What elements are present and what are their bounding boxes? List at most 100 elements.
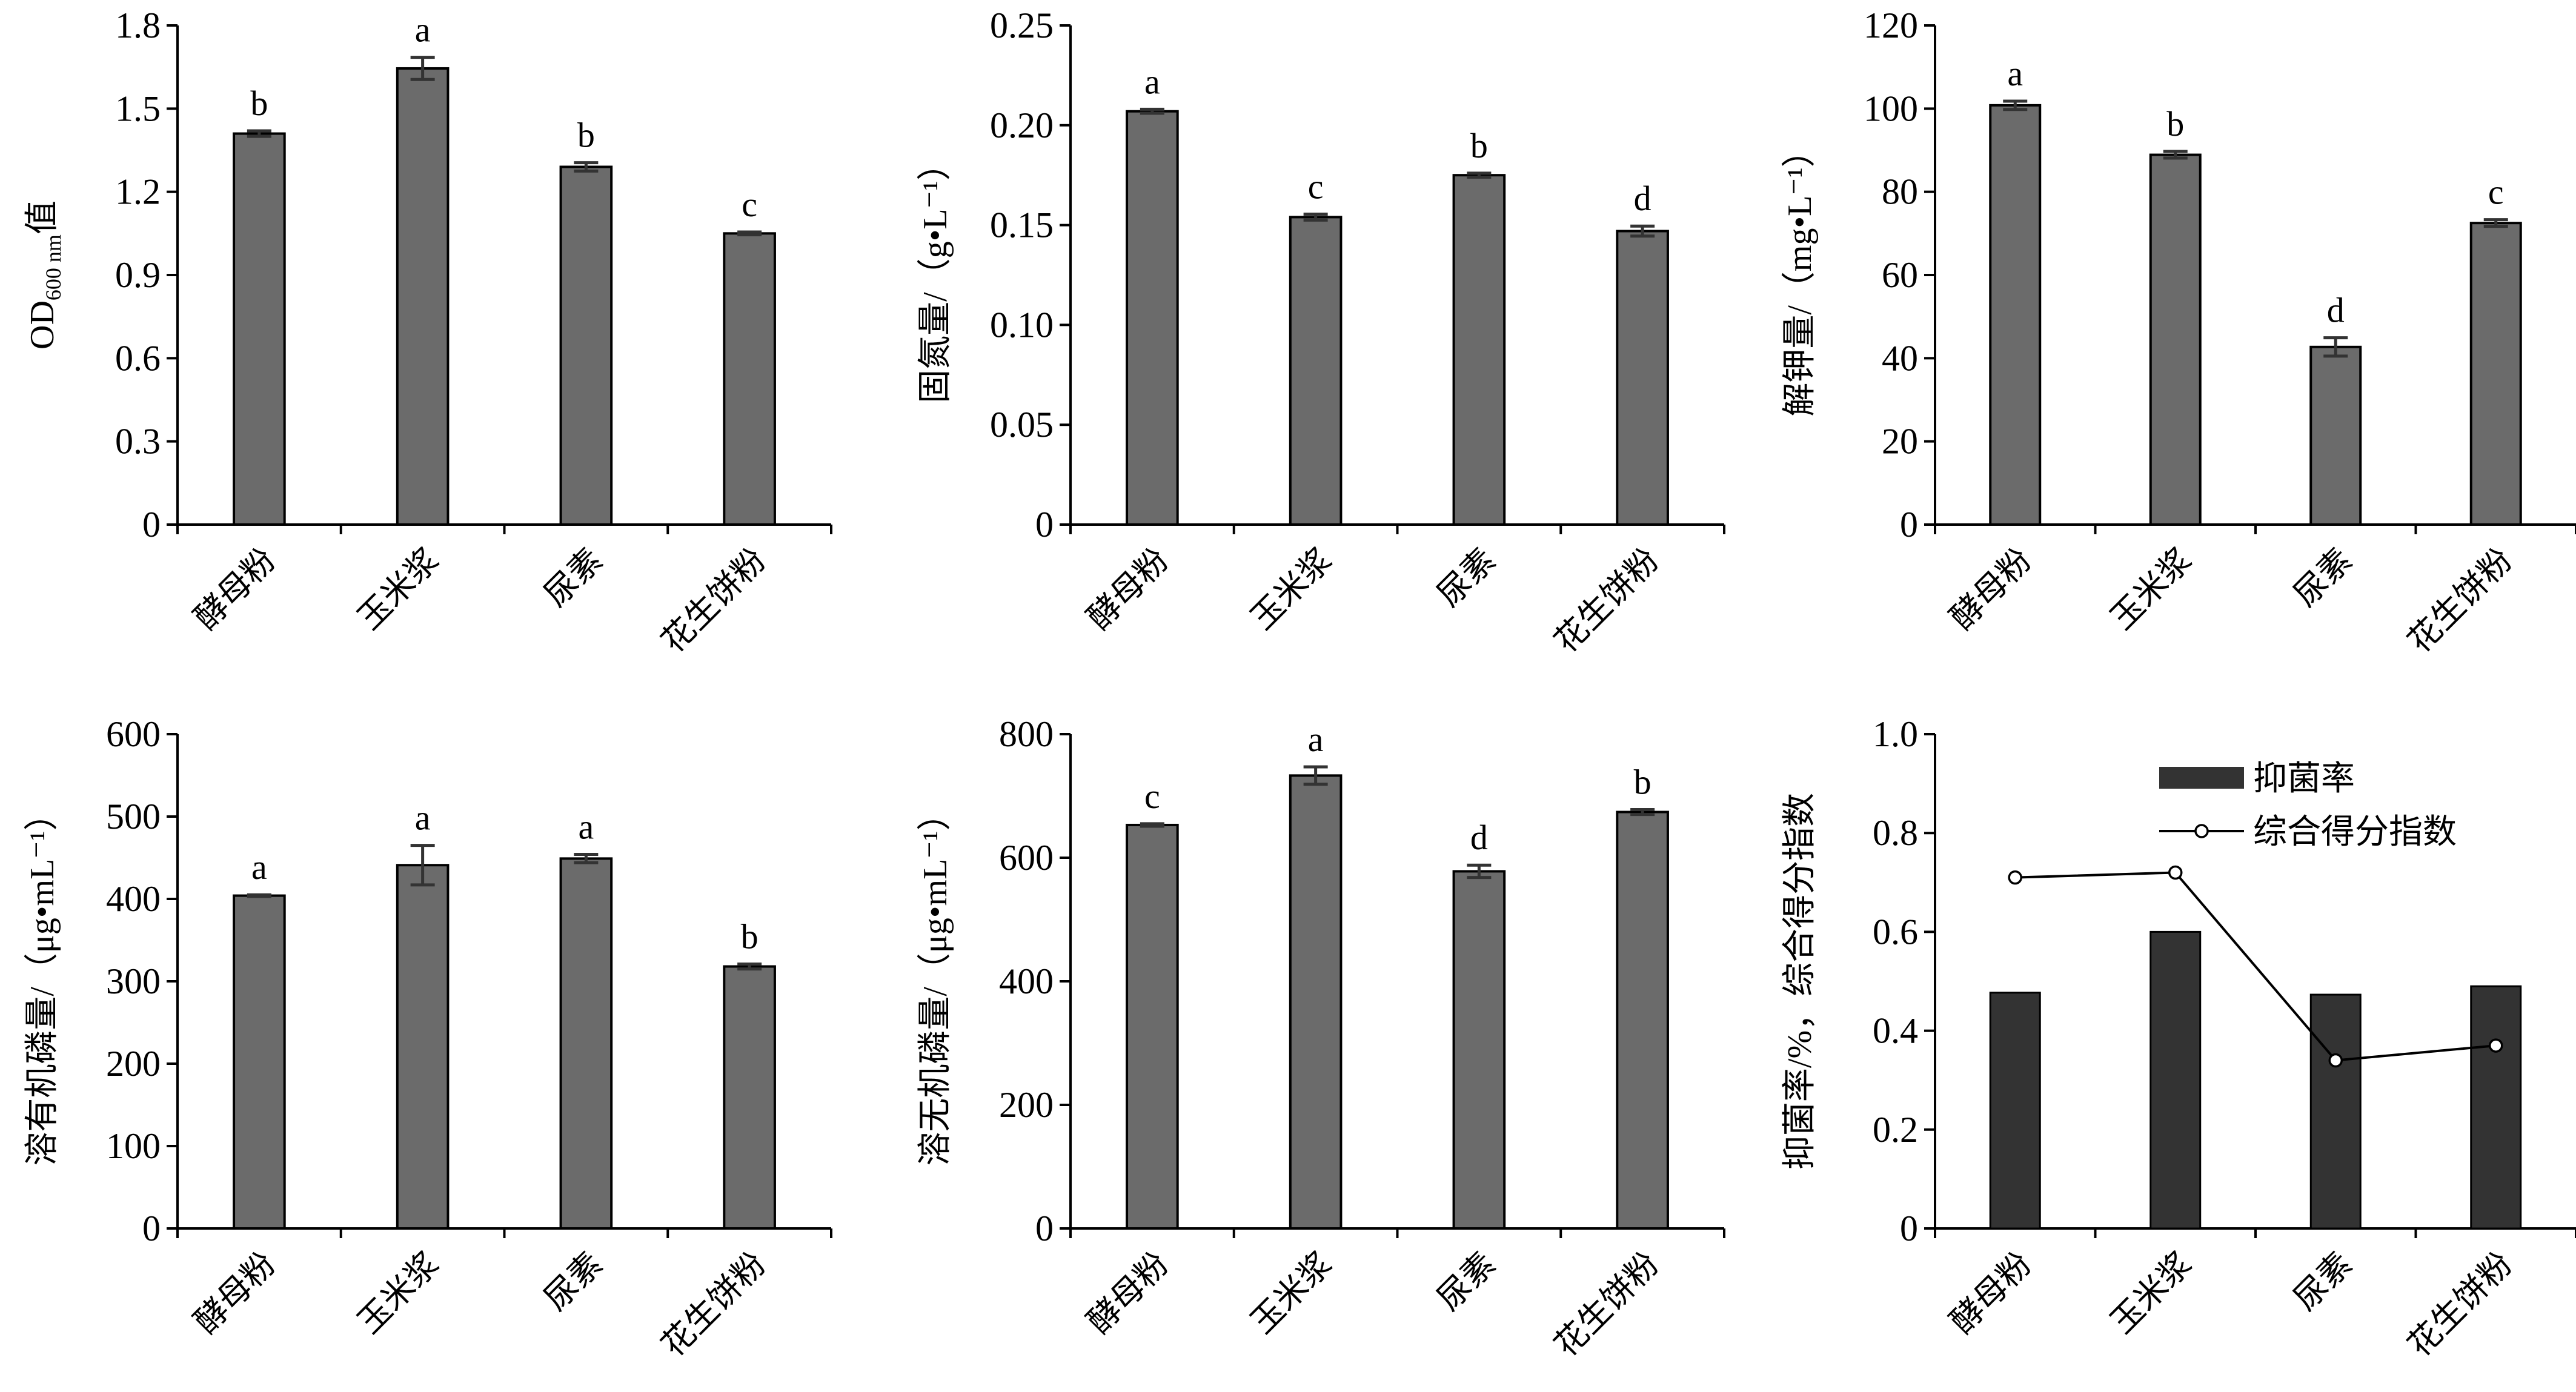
y-tick-label: 0 — [142, 1208, 161, 1248]
y-tick-label: 100 — [106, 1126, 161, 1166]
y-tick-label: 1.2 — [115, 172, 161, 212]
y-tick-label: 400 — [999, 961, 1054, 1001]
significance-letter: d — [1634, 179, 1651, 218]
bar — [1289, 216, 1343, 526]
significance-letter: b — [1634, 762, 1651, 801]
y-axis-title-main: OD — [24, 300, 61, 350]
category-label: 尿素 — [2287, 1245, 2359, 1317]
bar — [559, 165, 613, 526]
y-tick-label: 1.8 — [115, 5, 161, 45]
y-tick-label: 800 — [999, 714, 1054, 754]
y-tick-label: 400 — [106, 879, 161, 919]
category-label: 花生饼粉 — [654, 542, 772, 660]
y-tick-label: 1.0 — [1873, 714, 1918, 754]
y-tick-label: 20 — [1882, 422, 1918, 462]
y-tick-label: 0.2 — [1873, 1110, 1918, 1150]
y-tick-label: 0.6 — [115, 338, 161, 378]
y-tick-label: 0.20 — [990, 105, 1054, 145]
y-axis-title: 溶有机磷量/（μg•mL⁻¹） — [24, 797, 61, 1165]
category-label: 尿素 — [537, 1245, 609, 1317]
category-label: 花生饼粉 — [1547, 1245, 1665, 1364]
bar — [1452, 174, 1506, 526]
chart-panel-organic-phosphorus: 0 100 200 300 400 500 600 酵母粉 玉米浆 尿素 花生饼粉 溶有机磷量/（μg… — [24, 714, 832, 1364]
significance-letter: c — [1144, 777, 1160, 816]
category-label: 玉米浆 — [2103, 542, 2199, 637]
chart-panel-od600: 0 0.3 0.6 0.9 1.2 1.5 1.8 酵母粉 玉米浆 尿素 花生饼粉 OD600 nm值… — [24, 5, 832, 660]
significance-letter: c — [1308, 167, 1324, 206]
significance-letter: b — [2166, 104, 2184, 144]
significance-letter: c — [2488, 173, 2504, 212]
category-label: 玉米浆 — [2103, 1245, 2199, 1341]
y-tick-label: 0 — [1035, 505, 1054, 545]
bar — [1616, 810, 1669, 1230]
y-tick-label: 0 — [1900, 505, 1918, 545]
y-tick-label: 0.9 — [115, 255, 161, 295]
chart-panel-inhibition-score: 0 0.2 0.4 0.6 0.8 1.0 酵母粉 玉米浆 尿素 花生饼粉 抑菌率/%，综合得分指数… — [1781, 714, 2576, 1364]
category-label: 酵母粉 — [1944, 542, 2039, 637]
y-tick-label: 120 — [1864, 5, 1918, 45]
legend-marker-open-circle — [2194, 824, 2209, 838]
bar — [2309, 345, 2362, 526]
y-axis-title: OD600 nm值 — [24, 201, 65, 350]
category-label: 尿素 — [2287, 542, 2359, 614]
bar — [559, 857, 613, 1230]
category-label: 花生饼粉 — [2401, 1245, 2519, 1364]
y-tick-label: 0 — [1900, 1208, 1918, 1248]
bar — [1989, 104, 2042, 526]
category-label: 花生饼粉 — [654, 1245, 772, 1364]
y-tick-label: 0.25 — [990, 5, 1054, 45]
bar — [1289, 774, 1343, 1230]
point-composite-score — [2168, 865, 2183, 880]
category-label: 尿素 — [1430, 1245, 1502, 1317]
significance-letter: a — [1144, 62, 1160, 101]
legend-label-inhibition-rate: 抑菌率 — [2253, 760, 2355, 798]
category-label: 酵母粉 — [1080, 1245, 1175, 1341]
category-label: 酵母粉 — [187, 542, 282, 637]
category-label: 花生饼粉 — [1547, 542, 1665, 660]
bar — [396, 864, 450, 1230]
category-label: 玉米浆 — [351, 1245, 446, 1341]
y-tick-label: 0 — [142, 505, 161, 545]
bar — [723, 232, 776, 526]
category-label: 酵母粉 — [187, 1245, 282, 1341]
bar-inhibition-rate — [1989, 992, 2041, 1230]
category-label: 尿素 — [1430, 542, 1502, 614]
significance-letter: b — [741, 916, 759, 956]
bar — [1126, 110, 1179, 526]
category-label: 玉米浆 — [351, 542, 446, 637]
significance-letter: b — [1470, 126, 1488, 165]
bar — [1452, 870, 1506, 1230]
point-composite-score — [2008, 870, 2022, 885]
significance-letter: d — [1470, 818, 1488, 857]
y-tick-label: 0.3 — [115, 422, 161, 462]
y-tick-label: 500 — [106, 797, 161, 837]
line-composite-score — [2015, 871, 2496, 1062]
significance-letter: b — [577, 116, 595, 155]
significance-letter: d — [2327, 291, 2345, 330]
significance-letter: b — [250, 84, 268, 123]
point-composite-score — [2328, 1053, 2343, 1068]
y-tick-label: 80 — [1882, 172, 1918, 212]
category-label: 花生饼粉 — [2401, 542, 2519, 660]
legend-label-composite-score: 综合得分指数 — [2253, 814, 2457, 851]
significance-letter: a — [579, 807, 594, 847]
bar — [396, 67, 450, 526]
bar-inhibition-rate — [2309, 993, 2362, 1230]
y-tick-label: 600 — [999, 838, 1054, 878]
chart-panel-inorganic-phosphorus: 0 200 400 600 800 酵母粉 玉米浆 尿素 花生饼粉 溶无机磷量/（μg•mL⁻¹）… — [917, 714, 1725, 1364]
bar-inhibition-rate — [2149, 930, 2202, 1230]
significance-letter: a — [251, 847, 267, 887]
bar-inhibition-rate — [2470, 985, 2522, 1230]
y-tick-label: 0.6 — [1873, 912, 1918, 952]
y-axis-title-tail: 值 — [24, 201, 61, 234]
y-tick-label: 300 — [106, 961, 161, 1001]
y-tick-label: 1.5 — [115, 88, 161, 128]
y-tick-label: 600 — [106, 714, 161, 754]
category-label: 玉米浆 — [1244, 1245, 1339, 1341]
bar — [1126, 823, 1179, 1230]
bar — [233, 894, 286, 1230]
y-tick-label: 0.15 — [990, 205, 1054, 245]
category-label: 酵母粉 — [1944, 1245, 2039, 1341]
chart-panel-nitrogen-fixation: 0 0.05 0.10 0.15 0.20 0.25 酵母粉 玉米浆 尿素 花生饼粉 固氮量/（g•… — [917, 5, 1725, 660]
